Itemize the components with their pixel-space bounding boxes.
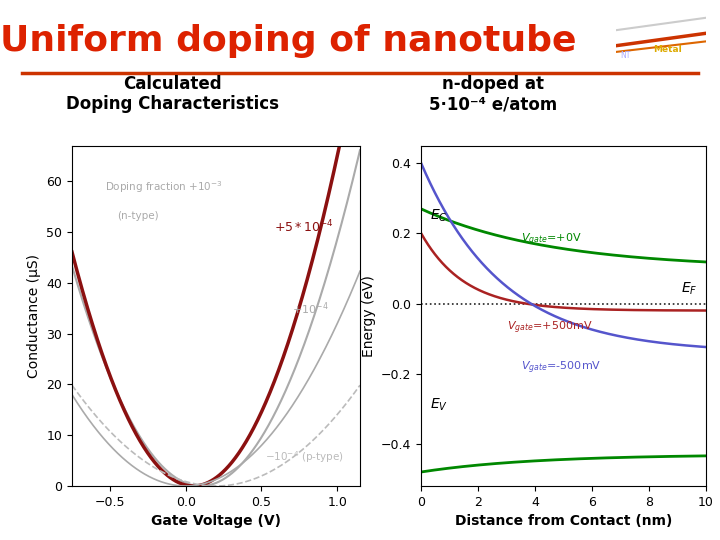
Y-axis label: Conductance (μS): Conductance (μS)	[27, 254, 41, 378]
Text: Uniform doping of nanotube: Uniform doping of nanotube	[0, 24, 576, 58]
Text: Calculated
Doping Characteristics: Calculated Doping Characteristics	[66, 75, 279, 113]
Text: NT: NT	[620, 51, 631, 60]
Text: n-doped at
5·10⁻⁴ e/atom: n-doped at 5·10⁻⁴ e/atom	[429, 75, 557, 113]
Text: $E_F$: $E_F$	[681, 280, 698, 296]
Y-axis label: Energy (eV): Energy (eV)	[361, 275, 376, 357]
Text: $-10^{-4}$ (p-type): $-10^{-4}$ (p-type)	[264, 449, 343, 464]
Text: $+10^{-4}$: $+10^{-4}$	[292, 300, 328, 317]
X-axis label: Gate Voltage (V): Gate Voltage (V)	[151, 514, 281, 528]
Text: $V_{gate}$=-500mV: $V_{gate}$=-500mV	[521, 360, 601, 376]
Text: Gate: Gate	[623, 13, 647, 22]
Text: $V_{gate}$=+500mV: $V_{gate}$=+500mV	[507, 319, 593, 336]
Text: $E_C$: $E_C$	[430, 207, 447, 224]
Text: Metal: Metal	[654, 45, 682, 54]
Text: $E_V$: $E_V$	[430, 397, 448, 413]
Text: Doping fraction $+10^{-3}$: Doping fraction $+10^{-3}$	[105, 180, 223, 195]
Text: $+5*10^{-4}$: $+5*10^{-4}$	[274, 219, 333, 235]
Text: (n-type): (n-type)	[117, 212, 159, 221]
Text: $V_{gate}$=+0V: $V_{gate}$=+0V	[521, 232, 582, 248]
X-axis label: Distance from Contact (nm): Distance from Contact (nm)	[455, 514, 672, 528]
